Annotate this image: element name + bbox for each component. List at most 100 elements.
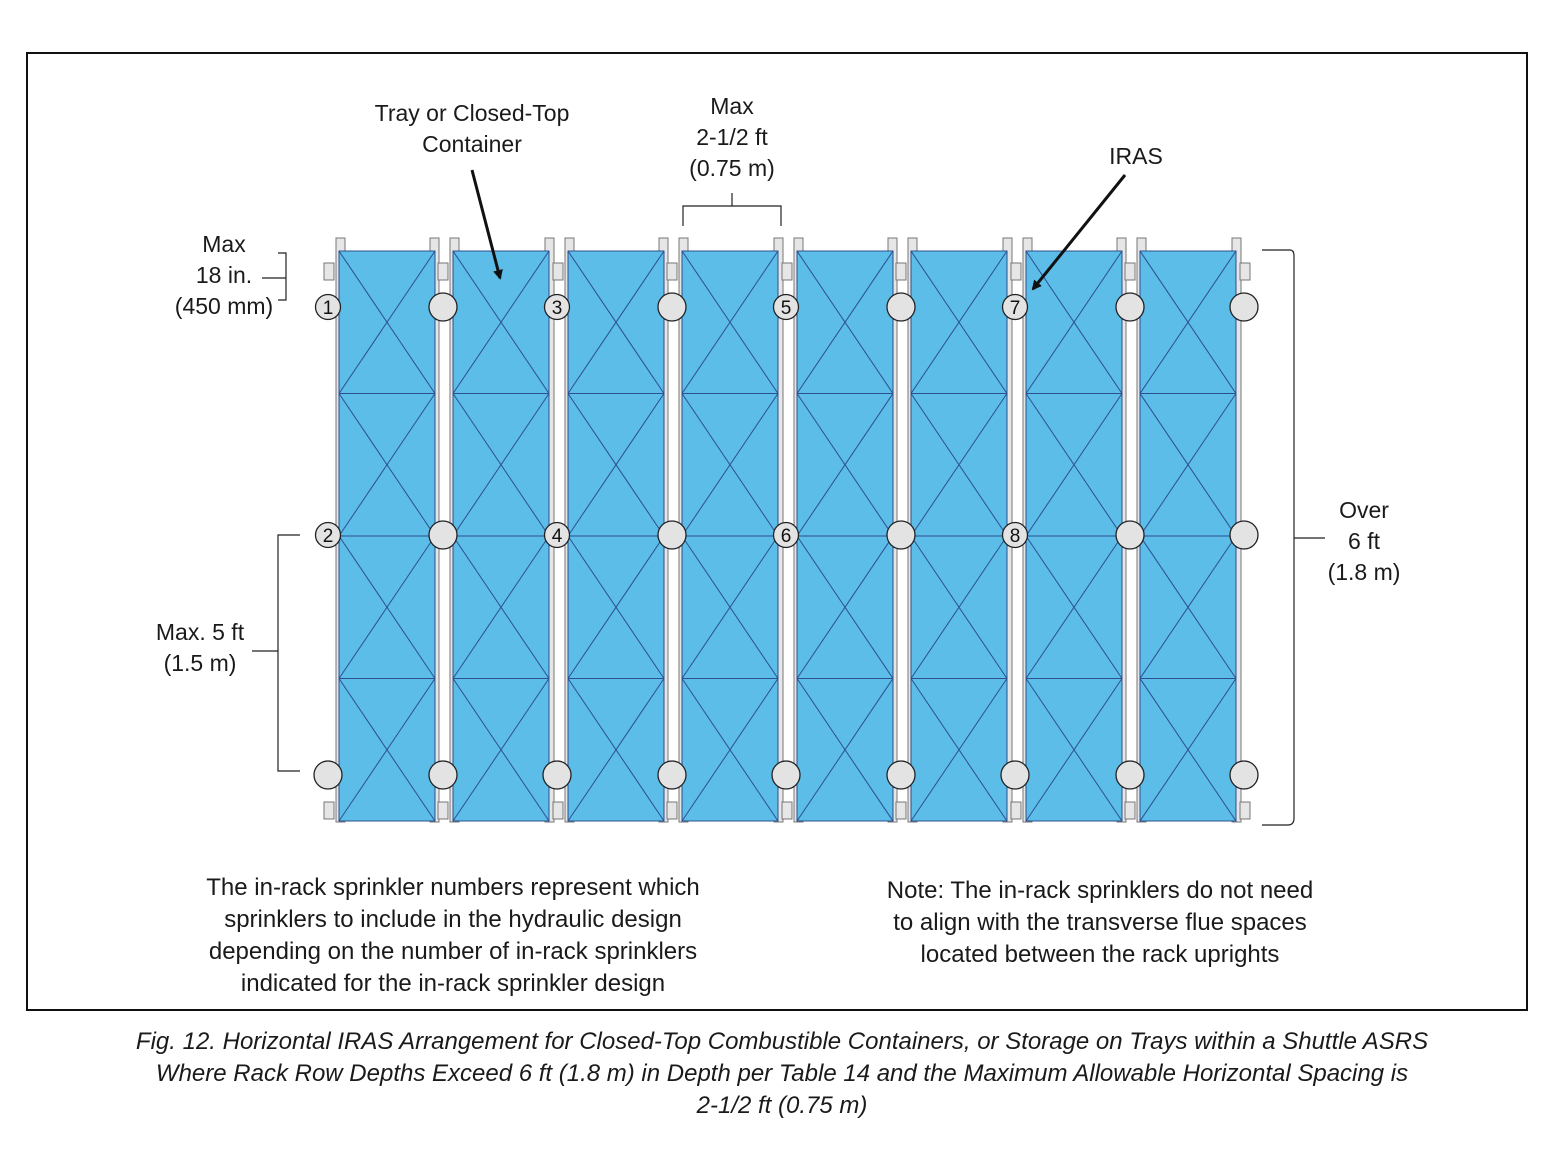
rack-tab — [666, 801, 678, 820]
container-brace — [338, 535, 436, 679]
sprinkler-number: 5 — [781, 298, 792, 319]
sprinkler-number: 3 — [552, 298, 563, 319]
container-brace — [567, 535, 665, 679]
note-line: sprinklers to include in the hydraulic d… — [224, 906, 682, 933]
rack-tab — [323, 801, 335, 820]
label-line: 2-1/2 ft — [696, 124, 768, 150]
container-brace — [1139, 250, 1237, 394]
sprinkler-icon — [657, 760, 687, 790]
note-line: Note: The in-rack sprinklers do not need — [886, 877, 1314, 904]
container-brace — [681, 535, 779, 679]
dimension-bracket-vertical — [252, 534, 300, 772]
rack-tab — [552, 801, 564, 820]
sprinkler-number: 8 — [1010, 526, 1021, 547]
sprinkler-icon — [428, 520, 458, 550]
sprinkler-icon — [657, 292, 687, 322]
label-line: (1.5 m) — [163, 650, 237, 676]
container-brace — [452, 250, 550, 394]
rack-tab — [1239, 262, 1251, 281]
dimension-bracket-top — [262, 252, 287, 301]
sprinkler-icon — [428, 292, 458, 322]
figure-frame — [26, 52, 1528, 1011]
label-line: Over — [1339, 497, 1389, 523]
label-over-depth: Over 6 ft (1.8 m) — [1314, 495, 1414, 588]
sprinkler-icon — [772, 293, 800, 321]
container-brace — [1025, 678, 1123, 822]
caption-line: Where Rack Row Depths Exceed 6 ft (1.8 m… — [155, 1060, 1409, 1087]
rack-tab — [1124, 262, 1136, 281]
label-line: Max — [710, 93, 754, 119]
tray-callout-arrow — [470, 169, 503, 280]
container-brace — [1025, 535, 1123, 679]
container-brace — [338, 250, 436, 394]
note-line: indicated for the in-rack sprinkler desi… — [240, 970, 666, 997]
sprinkler-icon — [1115, 760, 1145, 790]
container-brace — [1025, 250, 1123, 394]
container-brace — [796, 250, 894, 394]
label-max-vertical-spacing: Max. 5 ft (1.5 m) — [136, 617, 264, 679]
label-line: Tray or Closed-Top — [374, 100, 570, 126]
container-brace — [681, 393, 779, 537]
note-left: The in-rack sprinkler numbers represent … — [150, 872, 756, 1000]
sprinkler-icon — [1000, 760, 1030, 790]
rack-tab — [1239, 801, 1251, 820]
sprinkler-icon — [428, 760, 458, 790]
label-line: (1.8 m) — [1327, 559, 1401, 585]
label-max-top-clearance: Max 18 in. (450 mm) — [158, 229, 290, 322]
sprinkler-icon — [1115, 292, 1145, 322]
sprinkler-icon — [542, 760, 572, 790]
sprinkler-number: 4 — [552, 526, 563, 547]
container-brace — [910, 250, 1008, 394]
container-brace — [796, 678, 894, 822]
sprinkler-icon — [886, 292, 916, 322]
sprinkler-icon — [886, 520, 916, 550]
callout-arrows — [470, 169, 1127, 291]
note-right: Note: The in-rack sprinklers do not need… — [830, 875, 1370, 971]
sprinkler-number: 1 — [323, 298, 334, 319]
sprinkler-icon — [886, 760, 916, 790]
rack-tab — [437, 262, 449, 281]
label-line: 6 ft — [1348, 528, 1380, 554]
rack-tab — [666, 262, 678, 281]
label-line: Max. 5 ft — [155, 619, 245, 645]
label-line: 18 in. — [195, 262, 253, 288]
dimension-lines — [252, 193, 1325, 826]
sprinkler-number: 2 — [323, 526, 334, 547]
rack-tab — [323, 262, 335, 281]
dimension-bracket-horizontal — [682, 193, 782, 226]
sprinkler-icon — [1001, 521, 1029, 549]
sprinkler-icon — [313, 760, 343, 790]
container-brace — [1139, 535, 1237, 679]
sprinkler-icon — [1229, 292, 1259, 322]
containers — [338, 250, 1237, 822]
label-line: Max — [202, 231, 246, 257]
rack-tab — [1010, 262, 1022, 281]
figure-caption: Fig. 12. Horizontal IRAS Arrangement for… — [0, 1026, 1564, 1122]
sprinkler-number: 6 — [781, 526, 792, 547]
label-iras: IRAS — [1109, 143, 1163, 169]
rack-tab — [1010, 801, 1022, 820]
container-brace — [567, 250, 665, 394]
sprinkler-icon — [543, 521, 571, 549]
sprinkler-icon — [1229, 520, 1259, 550]
sprinkler-icon — [543, 293, 571, 321]
label-max-horizontal-spacing: Max 2-1/2 ft (0.75 m) — [662, 91, 802, 184]
caption-line: Fig. 12. Horizontal IRAS Arrangement for… — [135, 1028, 1429, 1055]
caption-line: 2-1/2 ft (0.75 m) — [696, 1092, 868, 1119]
sprinkler-icon — [657, 520, 687, 550]
sprinkler-icon — [314, 521, 342, 549]
label-line: Container — [422, 131, 522, 157]
rack-tab — [895, 262, 907, 281]
label-line: (450 mm) — [174, 293, 274, 319]
sprinkler-icon — [772, 521, 800, 549]
container-brace — [338, 678, 436, 822]
container-brace — [910, 393, 1008, 537]
container-brace — [681, 250, 779, 394]
sprinkler-icon — [314, 293, 342, 321]
rack-tab — [895, 801, 907, 820]
sprinkler-icon — [1001, 293, 1029, 321]
rack-tab — [437, 801, 449, 820]
container-brace — [338, 393, 436, 537]
container-brace — [567, 678, 665, 822]
